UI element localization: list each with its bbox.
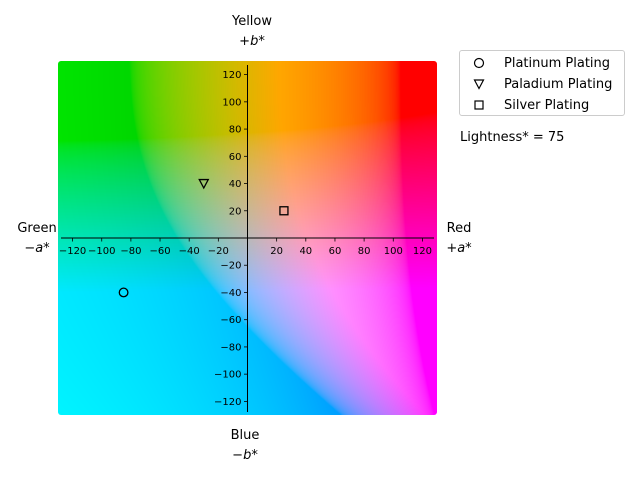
y-tick-label: 100	[222, 97, 241, 108]
x-tick-label: −120	[59, 246, 86, 257]
legend-label-platinum: Platinum Plating	[504, 55, 611, 71]
square-marker-icon	[474, 100, 484, 110]
y-tick-label: 40	[229, 179, 242, 190]
x-tick-label: 100	[384, 246, 403, 257]
x-tick-label: −40	[179, 246, 200, 257]
x-tick-label: −80	[120, 246, 141, 257]
point-paladium	[198, 178, 210, 190]
circle-marker-icon	[473, 57, 485, 69]
x-tick-label: 20	[270, 246, 283, 257]
y-tick-label: −20	[220, 261, 241, 272]
data-points	[118, 178, 289, 298]
x-tick-label: 40	[299, 246, 312, 257]
y-tick-label: −60	[220, 315, 241, 326]
lightness-annotation: Lightness* = 75	[460, 130, 565, 145]
bottom-axis-label: Blue −b*	[230, 428, 260, 463]
x-tick-label: 80	[358, 246, 371, 257]
y-tick-label: 20	[229, 206, 242, 217]
axes	[61, 65, 434, 412]
legend: Platinum Plating Paladium Plating Silver…	[459, 50, 625, 116]
y-tick-label: −120	[214, 397, 241, 408]
triangle-down-marker-icon	[473, 79, 485, 90]
y-tick-label: 80	[229, 125, 242, 136]
y-tick-label: −80	[220, 342, 241, 353]
point-silver	[279, 206, 289, 216]
x-tick-label: −20	[208, 246, 229, 257]
legend-item-paladium: Paladium Plating	[468, 75, 612, 93]
y-ticks: −120 −100 −80 −60 −40 −20 20 40 60 80 100 120	[214, 70, 248, 408]
legend-item-silver: Silver Plating	[468, 96, 589, 114]
legend-label-silver: Silver Plating	[504, 97, 590, 113]
x-tick-label: −60	[149, 246, 170, 257]
y-tick-label: 120	[222, 70, 241, 81]
top-axis-label: Yellow +b*	[231, 14, 273, 49]
x-tick-label: −100	[88, 246, 115, 257]
y-tick-label: −100	[214, 370, 241, 381]
y-tick-label: −40	[220, 288, 241, 299]
left-axis-label: Green −a*	[17, 221, 57, 256]
y-tick-label: 60	[229, 152, 242, 163]
x-tick-label: 60	[329, 246, 342, 257]
legend-item-platinum: Platinum Plating	[468, 54, 610, 72]
point-platinum	[118, 287, 129, 298]
x-ticks: −120 −100 −80 −60 −40 −20 20 40 60 80 100 120	[59, 238, 432, 257]
legend-label-paladium: Paladium Plating	[504, 76, 613, 92]
x-tick-label: 120	[413, 246, 432, 257]
right-axis-label: Red +a*	[446, 221, 472, 256]
